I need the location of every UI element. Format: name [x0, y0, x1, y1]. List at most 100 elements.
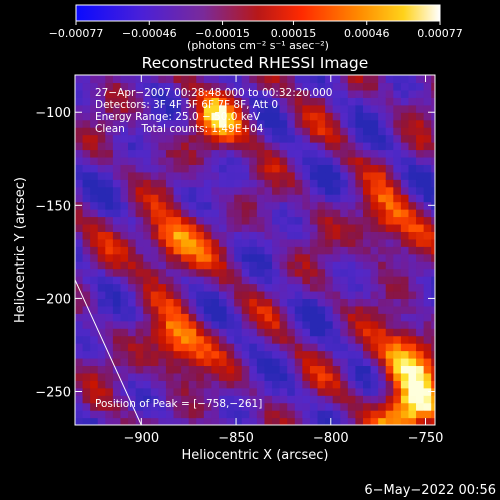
heatmap-cell [196, 261, 205, 270]
heatmap-cell [325, 357, 334, 367]
heatmap-cell [272, 112, 281, 121]
heatmap-cell [325, 268, 334, 277]
heatmap-cell [150, 179, 159, 188]
heatmap-cell [355, 104, 364, 113]
heatmap-cell [211, 127, 220, 136]
heatmap-cell [234, 410, 243, 419]
heatmap-cell [97, 261, 106, 270]
heatmap-cell [431, 104, 435, 113]
heatmap-cell [302, 417, 311, 425]
heatmap-cell [309, 305, 319, 314]
heatmap-cell [112, 127, 122, 136]
heatmap-cell [165, 268, 175, 277]
heatmap-cell [370, 268, 379, 277]
heatmap-cell [219, 380, 228, 389]
heatmap-cell [256, 112, 266, 121]
heatmap-cell [196, 127, 205, 136]
heatmap-cell [226, 142, 235, 151]
heatmap-cell [264, 290, 273, 300]
heatmap-cell [393, 209, 402, 218]
heatmap-cell [370, 328, 379, 337]
heatmap-cell [135, 164, 144, 173]
heatmap-cell [363, 372, 372, 381]
heatmap-cell [120, 164, 129, 173]
heatmap-cell [385, 320, 394, 329]
heatmap-cell [90, 164, 99, 173]
heatmap-cell [226, 149, 235, 158]
heatmap-cell [309, 253, 319, 262]
heatmap-cell [188, 402, 197, 411]
heatmap-cell [400, 201, 410, 210]
heatmap-cell [226, 209, 235, 218]
heatmap-cell [105, 104, 114, 113]
heatmap-cell [363, 328, 372, 337]
heatmap-cell [340, 246, 349, 255]
heatmap-cell [181, 343, 190, 352]
heatmap-cell [241, 320, 250, 329]
heatmap-cell [105, 395, 114, 404]
heatmap-cell [347, 223, 357, 232]
heatmap-cell [317, 283, 326, 292]
heatmap-cell [302, 395, 311, 404]
heatmap-cell [370, 402, 379, 411]
colorbar-tick-label: −0.00046 [122, 27, 177, 40]
heatmap-cell [317, 417, 326, 425]
heatmap-cell [173, 119, 182, 128]
heatmap-cell [431, 186, 435, 195]
heatmap-cell [165, 89, 175, 98]
heatmap-cell [112, 402, 122, 411]
heatmap-cell [97, 365, 106, 374]
heatmap-cell [423, 97, 432, 106]
heatmap-cell [173, 149, 182, 158]
heatmap-cell [181, 82, 190, 91]
heatmap-cell [120, 335, 129, 344]
heatmap-cell [347, 261, 357, 270]
heatmap-cell [385, 89, 394, 98]
heatmap-cell [128, 268, 137, 277]
heatmap-cell [196, 283, 205, 292]
heatmap-cell [150, 75, 159, 84]
heatmap-cell [302, 231, 311, 240]
heatmap-cell [120, 246, 129, 255]
heatmap-cell [173, 75, 182, 84]
heatmap-cell [294, 320, 303, 329]
heatmap-cell [97, 276, 106, 285]
heatmap-cell [203, 127, 213, 136]
heatmap-cell [347, 231, 357, 240]
heatmap-cell [105, 402, 114, 411]
heatmap-cell [196, 75, 205, 84]
heatmap-cell [211, 410, 220, 419]
heatmap-cell [431, 283, 435, 292]
heatmap-cell [90, 179, 99, 188]
heatmap-cell [211, 305, 220, 314]
heatmap-cell [112, 328, 122, 337]
heatmap-cell [188, 283, 197, 292]
heatmap-cell [400, 171, 410, 180]
heatmap-cell [188, 194, 197, 203]
heatmap-cell [287, 372, 296, 381]
heatmap-cell [332, 298, 341, 307]
heatmap-cell [249, 201, 258, 210]
heatmap-cell [203, 320, 213, 329]
heatmap-cell [112, 268, 122, 277]
heatmap-cell [234, 89, 243, 98]
heatmap-cell [241, 127, 250, 136]
heatmap-cell [431, 320, 435, 329]
heatmap-cell [203, 171, 213, 180]
heatmap-cell [393, 343, 402, 352]
heatmap-cell [249, 104, 258, 113]
heatmap-cell [256, 417, 266, 425]
heatmap-cell [120, 380, 129, 389]
heatmap-cell [82, 194, 91, 203]
heatmap-cell [158, 82, 167, 91]
heatmap-cell [416, 75, 425, 84]
heatmap-cell [423, 246, 432, 255]
heatmap-cell [158, 313, 167, 322]
heatmap-cell [264, 201, 273, 210]
heatmap-cell [302, 283, 311, 292]
heatmap-cell [196, 246, 205, 255]
heatmap-cell [181, 104, 190, 113]
heatmap-cell [188, 350, 197, 359]
heatmap-cell [226, 320, 235, 329]
heatmap-cell [332, 276, 341, 285]
